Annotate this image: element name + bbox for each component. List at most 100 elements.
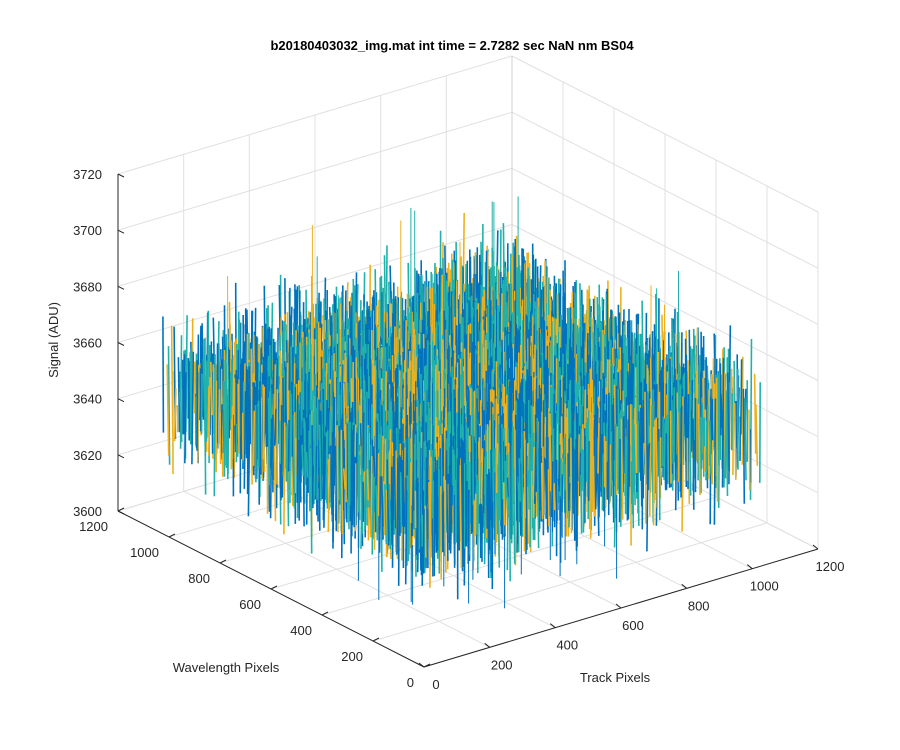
surface-spike — [707, 389, 710, 480]
surface-spike — [512, 468, 516, 564]
surface-spike — [516, 476, 519, 490]
surface-spike — [596, 473, 600, 536]
surface-spike — [497, 464, 501, 568]
surface-spike — [443, 493, 447, 573]
surface-spike — [386, 459, 390, 546]
surface-spike — [371, 473, 374, 555]
surface-spike — [318, 424, 322, 501]
back-wall-grid-line — [511, 111, 819, 269]
surface-spike — [465, 480, 468, 547]
surface-data — [162, 196, 762, 609]
surface-spike — [330, 445, 333, 515]
surface-spike — [741, 356, 744, 465]
surface-spike — [692, 418, 695, 510]
surface-spike — [588, 389, 592, 530]
surface-spike — [720, 394, 723, 429]
surface-spike — [753, 373, 757, 454]
track-tick-label: 0 — [432, 677, 439, 692]
surface-spike — [213, 354, 216, 497]
surface-spike — [666, 378, 670, 485]
surface-spike — [193, 361, 196, 394]
surface-spike — [580, 474, 583, 534]
surface-spike — [201, 368, 205, 420]
back-wall-grid-line — [511, 55, 819, 213]
track-tick-label: 800 — [688, 598, 710, 613]
surface-spike — [689, 382, 692, 496]
surface-spike — [617, 389, 620, 494]
surface-spike — [259, 381, 262, 475]
z-tick-labels: 3600 3620 3640 3660 3680 3700 3720 — [73, 167, 102, 519]
surface-spike — [755, 404, 759, 466]
surface-spike — [449, 485, 453, 554]
surface-spike — [183, 354, 186, 435]
y-tick-mark — [117, 507, 125, 512]
surface-spike — [498, 453, 501, 521]
z-tick-mark — [117, 229, 125, 234]
surface-spike — [674, 409, 677, 463]
surface-spike — [224, 360, 227, 466]
y-tick-mark — [321, 611, 329, 616]
surface-spike — [577, 434, 580, 516]
surface-spike — [572, 447, 576, 541]
surface-spike — [290, 456, 294, 507]
surface-spike — [701, 403, 705, 477]
surface-spike — [273, 437, 277, 522]
surface-spike — [366, 469, 370, 501]
surface-spike — [684, 401, 688, 488]
surface-spike — [732, 376, 735, 476]
surface-spike — [340, 429, 344, 535]
surface-spike — [608, 444, 611, 504]
surface-spike — [269, 418, 273, 519]
z-tick-label: 3600 — [73, 504, 102, 519]
surface-spike — [342, 431, 346, 545]
surface-spike — [243, 391, 247, 489]
surface-spike — [724, 390, 728, 479]
surface-spike — [347, 420, 350, 530]
surface-spike — [404, 490, 408, 585]
surface-spike — [681, 396, 684, 532]
surface-spike — [308, 430, 311, 512]
surface-spike — [570, 437, 573, 534]
surface-spike — [623, 416, 626, 474]
z-tick-mark — [117, 342, 125, 346]
wavelength-tick-labels: 0 200 400 600 800 1000 1200 — [79, 519, 414, 690]
surface-spike — [223, 380, 226, 477]
surface-spike — [487, 474, 490, 579]
surface-spike — [646, 445, 649, 552]
surface-spike — [713, 398, 717, 525]
surface-spike — [743, 397, 747, 481]
z-tick-label: 3720 — [73, 167, 102, 182]
surface-spike — [264, 418, 268, 443]
surface-spike — [184, 372, 187, 464]
surface-spike — [218, 389, 222, 464]
surface-spike — [196, 372, 199, 451]
wavelength-tick-label: 200 — [341, 649, 363, 664]
surface-spike — [624, 436, 627, 496]
x-tick-mark — [615, 603, 622, 609]
surface-spike — [639, 407, 643, 507]
surface-spike — [742, 388, 746, 504]
surface-spike — [680, 405, 683, 498]
surface-spike — [578, 452, 582, 497]
surface-spike — [733, 403, 737, 480]
surface-spike — [625, 439, 628, 515]
surface-spike — [568, 483, 571, 502]
surface-spike — [575, 406, 579, 482]
back-wall-grid-line — [117, 224, 513, 343]
chart-title: b20180403032_img.mat int time = 2.7282 s… — [270, 38, 634, 53]
surface-spike — [727, 372, 730, 472]
surface-spike — [598, 417, 601, 518]
surface-spike — [235, 423, 238, 463]
surface-spike — [378, 476, 382, 553]
x-tick-mark — [549, 623, 556, 629]
surface-spike — [490, 449, 494, 527]
surface-spike — [336, 425, 339, 533]
surface-spike — [549, 413, 552, 506]
surface-spike — [301, 444, 304, 476]
surface-spike — [618, 438, 621, 523]
back-wall-grid-line — [117, 167, 513, 287]
surface-spike — [250, 348, 253, 485]
surface-spike — [196, 364, 200, 464]
z-tick-label: 3660 — [73, 336, 102, 351]
y-tick-mark — [219, 559, 227, 564]
